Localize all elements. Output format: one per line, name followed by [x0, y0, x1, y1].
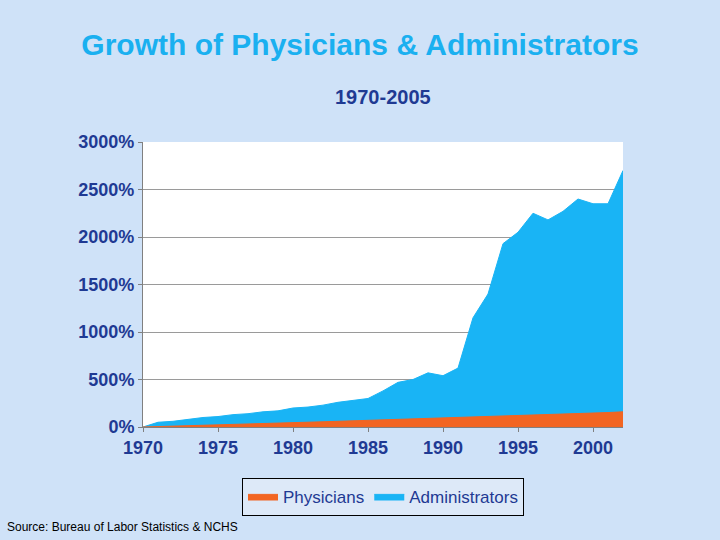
svg-text:1970: 1970 [123, 438, 163, 458]
svg-text:1980: 1980 [273, 438, 313, 458]
svg-text:Administrators: Administrators [409, 488, 518, 507]
svg-text:1000%: 1000% [78, 322, 134, 342]
svg-text:2500%: 2500% [78, 180, 134, 200]
svg-text:Growth of Physicians & Adminis: Growth of Physicians & Administrators [81, 28, 638, 61]
svg-text:1500%: 1500% [78, 275, 134, 295]
svg-text:3000%: 3000% [78, 132, 134, 152]
svg-text:1990: 1990 [423, 438, 463, 458]
svg-text:1995: 1995 [498, 438, 538, 458]
svg-text:Physicians: Physicians [283, 488, 364, 507]
svg-text:1985: 1985 [348, 438, 388, 458]
svg-text:500%: 500% [88, 370, 134, 390]
svg-text:Source: Bureau of Labor Statis: Source: Bureau of Labor Statistics & NCH… [7, 520, 238, 534]
svg-text:0%: 0% [108, 417, 134, 437]
svg-text:2000%: 2000% [78, 227, 134, 247]
svg-text:2000: 2000 [573, 438, 613, 458]
svg-text:1975: 1975 [198, 438, 238, 458]
svg-text:1970-2005: 1970-2005 [335, 86, 431, 108]
